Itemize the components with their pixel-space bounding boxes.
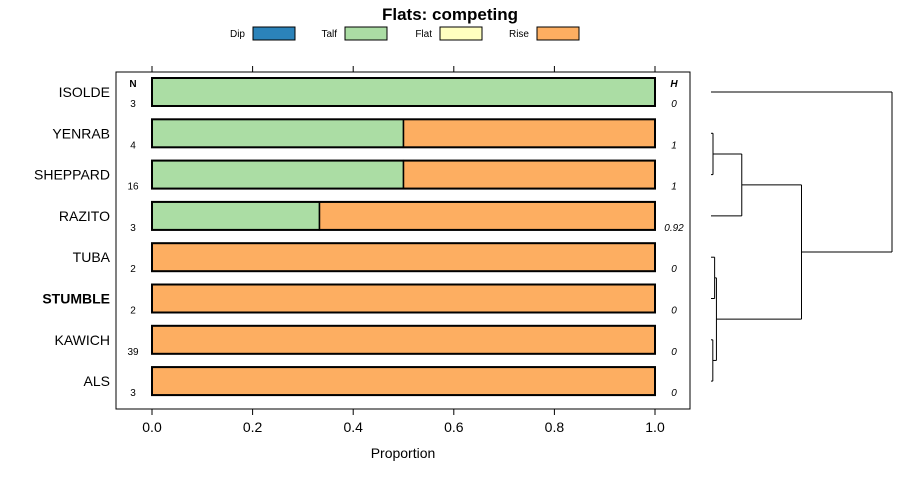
bar-outline — [151, 366, 656, 397]
legend-label-talf: Talf — [321, 29, 337, 40]
x-tick-label: 0.0 — [142, 419, 162, 435]
x-tick-label: 0.4 — [343, 419, 363, 435]
category-label: TUBA — [73, 249, 111, 265]
category-label: YENRAB — [52, 125, 110, 141]
bar-outline — [151, 242, 656, 273]
category-label: STUMBLE — [42, 291, 110, 307]
bar-outline — [151, 324, 656, 355]
bar-segment-rise-kawich — [151, 325, 656, 355]
row-labels: ISOLDE 3 0 YENRAB 4 1 SHEPPARD 16 1 RAZITO 3 0.92 TU… — [34, 84, 684, 399]
x-tick-label: 0.6 — [444, 419, 464, 435]
h-value: 0 — [671, 264, 677, 275]
category-label: KAWICH — [55, 332, 110, 348]
n-value: 16 — [127, 182, 139, 193]
legend-label-rise: Rise — [509, 29, 529, 40]
h-value: 0 — [671, 99, 677, 110]
n-header: N — [129, 79, 136, 90]
n-value: 3 — [130, 223, 136, 234]
bars — [151, 77, 656, 397]
bar-segment-talf-isolde — [151, 77, 656, 107]
legend-swatch-flat — [439, 26, 483, 41]
category-label: ALS — [84, 373, 110, 389]
n-value: 3 — [130, 388, 136, 399]
bar-segment-rise-tuba — [151, 242, 656, 272]
n-value: 4 — [130, 140, 136, 151]
h-value: 1 — [671, 140, 677, 151]
legend-label-flat: Flat — [415, 29, 432, 40]
h-header: H — [670, 79, 678, 90]
category-label: ISOLDE — [59, 84, 110, 100]
bar-segment-rise-yenrab — [402, 118, 656, 149]
h-value: 1 — [671, 182, 677, 193]
x-tick-label: 0.2 — [243, 419, 263, 435]
n-value: 2 — [130, 306, 136, 317]
top-ticks — [151, 66, 656, 72]
legend-swatch-talf — [344, 26, 388, 41]
legend: Dip Talf Flat Rise — [230, 26, 580, 41]
x-tick-label: 1.0 — [645, 419, 665, 435]
bar-segment-rise-als — [151, 366, 656, 396]
bar-segment-rise-sheppard — [402, 159, 656, 190]
dendrogram — [711, 91, 893, 382]
h-value: 0 — [671, 347, 677, 358]
x-axis-label: Proportion — [371, 445, 436, 461]
n-value: 3 — [130, 99, 136, 110]
category-label: RAZITO — [59, 208, 110, 224]
h-value: 0 — [671, 388, 677, 399]
bar-outline — [151, 283, 656, 314]
category-label: SHEPPARD — [34, 167, 110, 183]
bar-outline — [151, 200, 656, 231]
bar-outline — [151, 159, 656, 190]
bar-segment-talf-razito — [151, 201, 321, 231]
legend-label-dip: Dip — [230, 29, 245, 40]
n-value: 39 — [127, 347, 139, 358]
bar-segment-talf-yenrab — [151, 118, 405, 149]
bar-segment-rise-razito — [318, 201, 656, 231]
chart-title: Flats: competing — [382, 5, 518, 24]
bar-outline — [151, 118, 656, 149]
legend-swatch-dip — [252, 26, 296, 41]
plot-frame — [115, 71, 691, 410]
bar-segment-rise-stumble — [151, 283, 656, 314]
h-value: 0.92 — [664, 223, 684, 234]
bar-outline — [151, 77, 656, 107]
bar-segment-talf-sheppard — [151, 159, 405, 190]
x-axis: 0.0 0.2 0.4 0.6 0.8 1.0 — [142, 409, 665, 435]
legend-swatch-rise — [536, 26, 580, 41]
h-value: 0 — [671, 306, 677, 317]
n-value: 2 — [130, 264, 136, 275]
x-tick-label: 0.8 — [545, 419, 565, 435]
